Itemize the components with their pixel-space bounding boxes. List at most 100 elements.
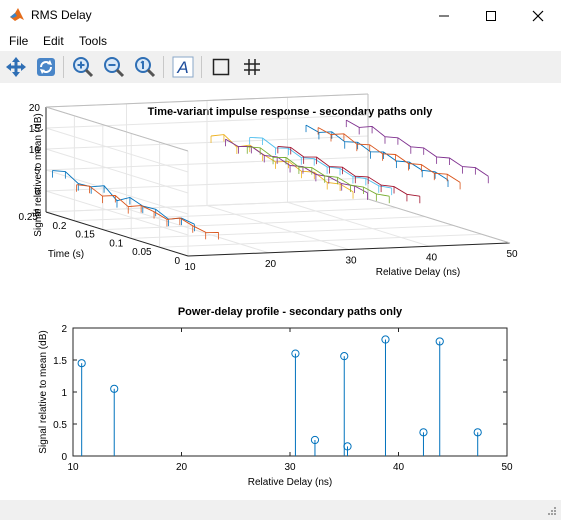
plot1-title: Time-variant impulse response - secondar… bbox=[148, 106, 434, 118]
plot2-stem-marker[interactable] bbox=[435, 337, 444, 346]
insert-text-icon: A bbox=[172, 56, 194, 78]
plot1-z-tick-label: 5 bbox=[34, 166, 40, 177]
plot1-series-line[interactable] bbox=[225, 138, 368, 194]
plot1-series-line[interactable] bbox=[76, 184, 219, 233]
zoom-out-button[interactable] bbox=[101, 54, 127, 80]
plot1-y-tick-label: 0.15 bbox=[75, 230, 95, 241]
plot2-stem-marker[interactable] bbox=[77, 359, 86, 368]
maximize-button[interactable] bbox=[468, 0, 514, 31]
plot2-stem-marker[interactable] bbox=[343, 442, 352, 451]
plot2-ylabel: Signal relative to mean (dB) bbox=[38, 330, 49, 453]
plot1-series-line[interactable] bbox=[346, 119, 489, 177]
plot1-gridline bbox=[74, 207, 397, 222]
insert-text-glyph: A bbox=[176, 58, 188, 77]
close-icon bbox=[532, 10, 544, 21]
plot2-stem-marker[interactable] bbox=[310, 435, 320, 445]
figure-canvas: Time-variant impulse response - secondar… bbox=[0, 83, 561, 500]
plot1-z-tick-label: 10 bbox=[29, 145, 41, 156]
rotate-button[interactable] bbox=[33, 54, 59, 80]
plot1-axes-box bbox=[45, 93, 511, 257]
plot1-gridline bbox=[45, 177, 369, 192]
plot1-x-tick-label: 50 bbox=[506, 249, 518, 260]
plot1-y-axis bbox=[45, 211, 189, 257]
power-delay-profile-plot[interactable]: Power-delay profile - secondary paths on… bbox=[38, 306, 513, 488]
impulse-response-3d-plot[interactable]: Time-variant impulse response - secondar… bbox=[19, 93, 518, 278]
plot2-stem-marker[interactable] bbox=[291, 349, 300, 358]
menu-edit[interactable]: Edit bbox=[43, 34, 64, 48]
plot2-stem-marker[interactable] bbox=[473, 428, 482, 437]
plot2-x-tick-label: 20 bbox=[176, 462, 188, 473]
minimize-button[interactable] bbox=[421, 0, 467, 31]
plot2-x-tick-label: 30 bbox=[284, 462, 296, 473]
plot1-xlabel: Relative Delay (ns) bbox=[376, 267, 460, 278]
plot1-gridline bbox=[45, 148, 189, 194]
zoom-out-icon bbox=[104, 57, 125, 78]
plot1-gridline bbox=[287, 201, 430, 247]
plot1-gridline bbox=[45, 114, 369, 129]
zoom-reset-icon bbox=[135, 57, 156, 78]
pan-button[interactable] bbox=[3, 54, 29, 80]
plot1-gridline bbox=[126, 208, 269, 254]
plot1-gridline bbox=[45, 169, 189, 215]
box-icon bbox=[212, 58, 230, 76]
plot2-stem-marker[interactable] bbox=[340, 352, 349, 361]
plot1-y-tick-label: 0 bbox=[174, 256, 180, 267]
plot1-x-tick-label: 10 bbox=[184, 262, 196, 273]
rotate-icon bbox=[37, 58, 55, 76]
plot1-box-edge bbox=[367, 198, 511, 244]
status-bar bbox=[0, 500, 561, 520]
grid-button[interactable] bbox=[239, 54, 265, 80]
matlab-logo-icon bbox=[10, 8, 24, 21]
toolbar-separator bbox=[63, 56, 64, 78]
plot1-series-line[interactable] bbox=[317, 127, 461, 183]
plot1-gridline bbox=[159, 233, 482, 248]
plot1-zlabel: Signal relative to mean (dB) bbox=[33, 113, 44, 236]
plot1-series-line[interactable] bbox=[277, 145, 420, 197]
close-button[interactable] bbox=[515, 0, 561, 31]
menu-tools[interactable]: Tools bbox=[79, 34, 108, 48]
plot2-stem-marker[interactable] bbox=[419, 428, 428, 437]
plot1-z-tick-label: 0 bbox=[34, 187, 40, 198]
zoom-in-button[interactable] bbox=[70, 54, 96, 80]
plot2-y-tick-label: 1 bbox=[61, 388, 67, 399]
plot1-gridline bbox=[45, 190, 189, 236]
plot1-series-line[interactable] bbox=[305, 124, 449, 181]
plot2-axes-box bbox=[72, 327, 508, 457]
plot1-series bbox=[52, 119, 489, 240]
figure-svg: Time-variant impulse response - secondar… bbox=[19, 93, 518, 488]
menu-file[interactable]: File bbox=[9, 34, 29, 48]
title-bar: RMS Delay bbox=[0, 0, 561, 31]
plot1-y-tick-label: 0.05 bbox=[132, 247, 152, 258]
zoom-reset-button[interactable] bbox=[132, 54, 158, 80]
plot1-gridline bbox=[206, 205, 350, 250]
plot2-title: Power-delay profile - secondary paths on… bbox=[178, 306, 403, 318]
plot1-x-axis bbox=[187, 242, 511, 257]
plot1-x-tick-label: 20 bbox=[265, 259, 277, 270]
toolbar-separator bbox=[163, 56, 164, 78]
plot2-stem-marker[interactable] bbox=[381, 335, 390, 344]
plot2-xlabel: Relative Delay (ns) bbox=[248, 477, 332, 488]
plot1-series-line[interactable] bbox=[247, 146, 390, 197]
plot1-gridline bbox=[45, 127, 189, 173]
plot2-ticks: 10 20 30 40 50 0 0.5 1 1.5 2 bbox=[53, 324, 513, 473]
insert-text-button[interactable]: A bbox=[170, 54, 196, 80]
plot2-stem-marker[interactable] bbox=[110, 384, 119, 393]
plot2-stems bbox=[77, 335, 482, 456]
plot1-y-tick-label: 0.25 bbox=[19, 212, 39, 223]
plot2-y-tick-label: 1.5 bbox=[53, 356, 67, 367]
plot1-y-tick-label: 0.1 bbox=[109, 238, 123, 249]
plot1-z-tick-label: -5 bbox=[31, 208, 40, 219]
plot1-x-tick-label: 30 bbox=[345, 256, 357, 267]
plot1-ylabel: Time (s) bbox=[48, 249, 84, 260]
plot1-gridline bbox=[45, 135, 369, 150]
plot2-x-tick-label: 10 bbox=[67, 462, 79, 473]
zoom-in-icon bbox=[73, 57, 94, 78]
plot1-box-edge bbox=[45, 93, 369, 108]
plot2-x-tick-label: 40 bbox=[393, 462, 405, 473]
plot2-y-tick-label: 0.5 bbox=[53, 420, 67, 431]
toolbar: A bbox=[0, 51, 561, 83]
menu-bar: File Edit Tools bbox=[0, 31, 561, 51]
plot1-gridline bbox=[131, 224, 454, 239]
resize-grip-icon[interactable] bbox=[547, 506, 557, 516]
box-button[interactable] bbox=[208, 54, 234, 80]
